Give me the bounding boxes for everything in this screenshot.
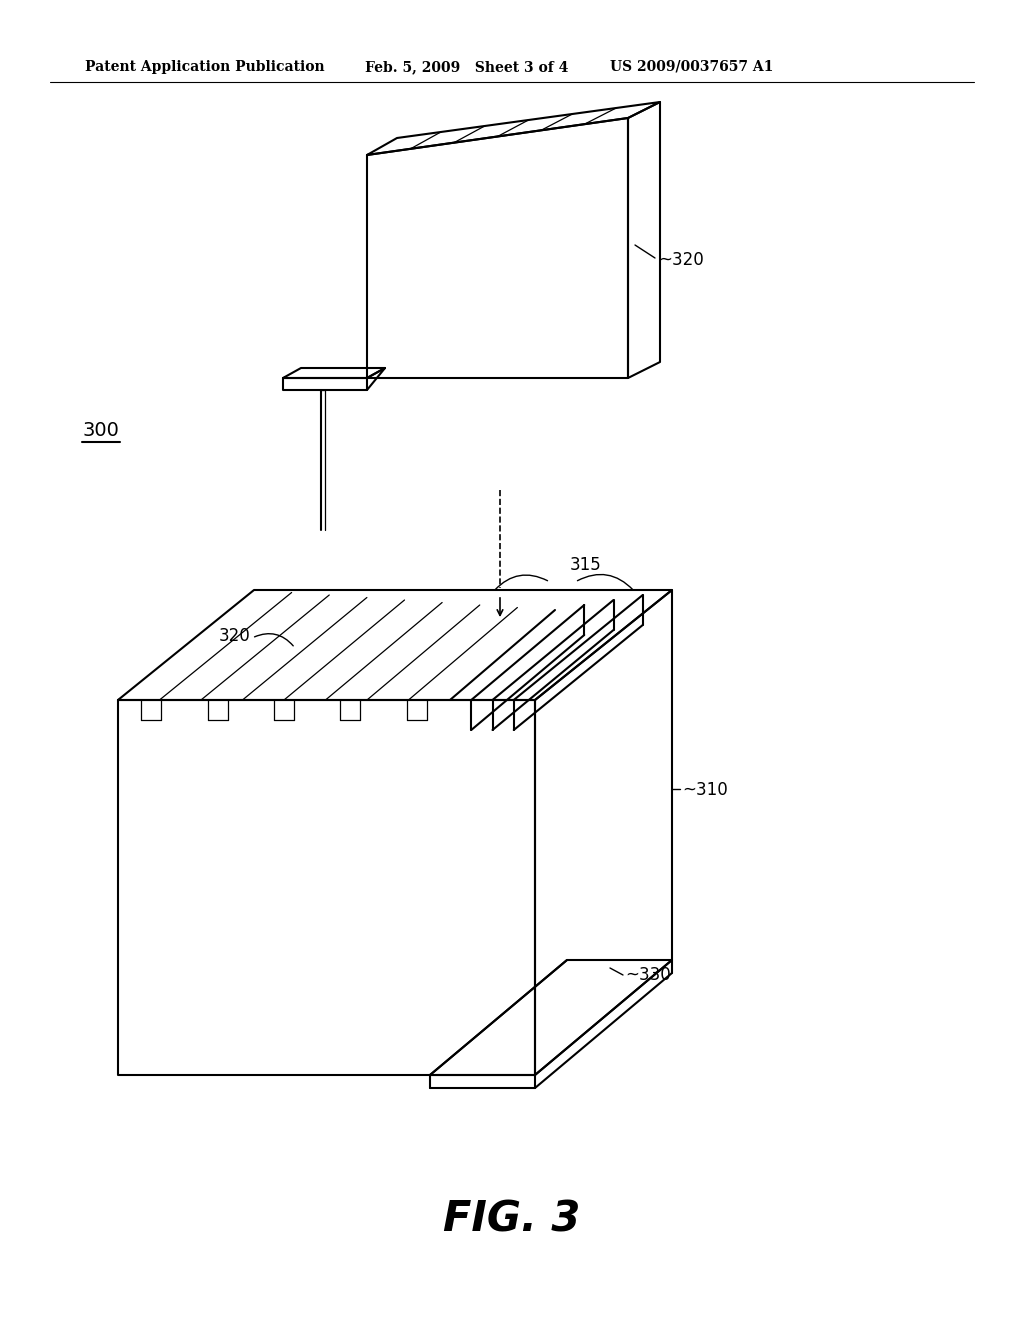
- Text: ~310: ~310: [682, 781, 728, 799]
- Text: 320: 320: [218, 627, 250, 645]
- Text: ~320: ~320: [658, 251, 703, 269]
- Text: Feb. 5, 2009   Sheet 3 of 4: Feb. 5, 2009 Sheet 3 of 4: [365, 59, 568, 74]
- Text: ~330: ~330: [625, 966, 671, 983]
- Text: FIG. 3: FIG. 3: [443, 1199, 581, 1241]
- Text: US 2009/0037657 A1: US 2009/0037657 A1: [610, 59, 773, 74]
- Text: Patent Application Publication: Patent Application Publication: [85, 59, 325, 74]
- Text: 300: 300: [82, 421, 119, 440]
- Text: 315: 315: [570, 556, 602, 574]
